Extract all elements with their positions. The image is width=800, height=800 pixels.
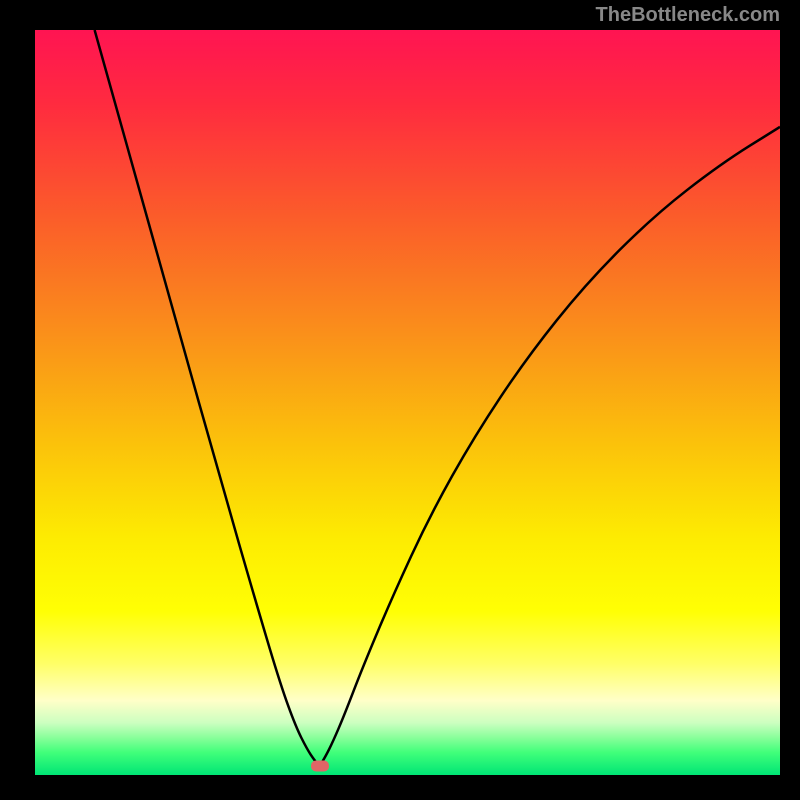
plot-area [35,30,780,775]
optimum-marker [311,761,329,772]
watermark-text: TheBottleneck.com [596,4,780,27]
bottleneck-curve [35,30,780,775]
